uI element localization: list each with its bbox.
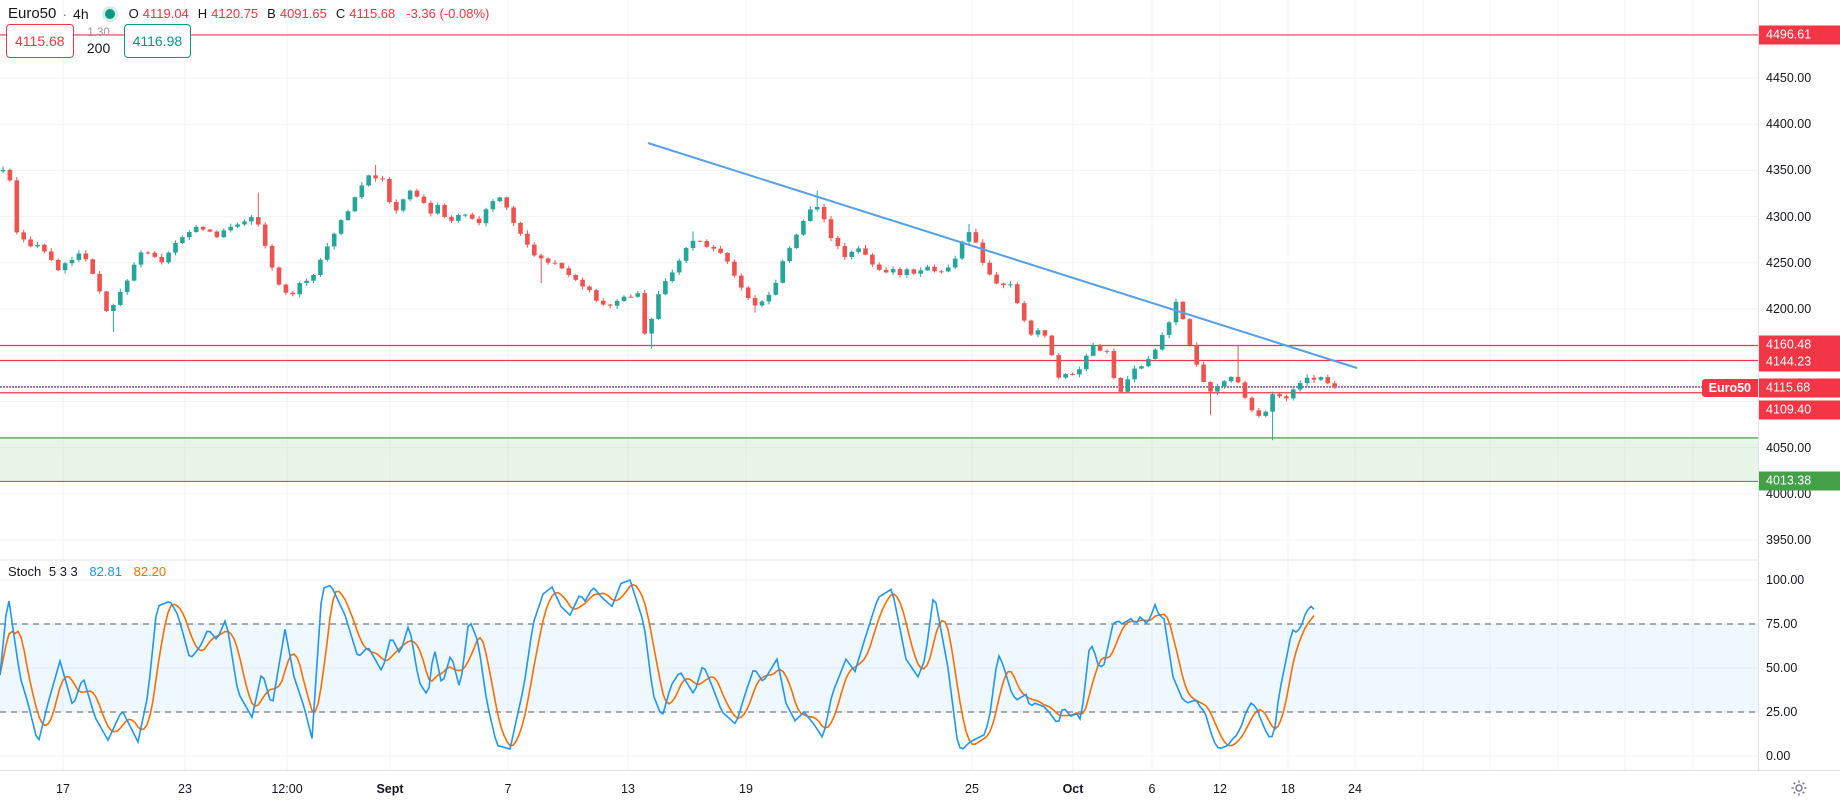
- price-tick-label: 4200.00: [1766, 302, 1812, 316]
- sell-button[interactable]: 4115.68: [6, 24, 74, 58]
- open-label: O: [128, 6, 139, 21]
- low-value: 4091.65: [279, 6, 327, 21]
- order-panel: 4115.68 1.30 200 4116.98: [6, 24, 192, 58]
- open-value: 4119.04: [142, 6, 189, 21]
- time-tick-label: 7: [504, 782, 512, 796]
- price-tick-label: 4300.00: [1766, 210, 1812, 224]
- spread-value: 1.30: [87, 26, 110, 39]
- price-tick-label: 4400.00: [1766, 117, 1812, 131]
- time-tick-label: 6: [1148, 782, 1156, 796]
- stoch-tick-label: 75.00: [1766, 617, 1798, 631]
- price-level-tag: 4160.48: [1759, 335, 1840, 355]
- interval-label[interactable]: 4h: [73, 5, 89, 22]
- stoch-tick-label: 100.00: [1766, 573, 1805, 587]
- high-label: H: [197, 6, 208, 21]
- change-value: -3.36 (-0.08%): [406, 6, 490, 21]
- axis-settings-gear-icon[interactable]: [1790, 779, 1808, 797]
- stoch-legend[interactable]: Stoch 5 3 3 82.81 82.20: [8, 564, 166, 579]
- legend-separator: ·: [62, 5, 68, 22]
- time-tick-label: 12: [1213, 782, 1227, 796]
- price-tick-label: 4350.00: [1766, 163, 1812, 177]
- time-tick-label: 13: [621, 782, 635, 796]
- low-label: B: [267, 6, 276, 21]
- time-tick-label: 23: [178, 782, 192, 796]
- symbol-legend[interactable]: Euro50 · 4h O 4119.04 H 4120.75 B 4091.6…: [8, 5, 489, 22]
- time-axis[interactable]: 17 23 12:00 Sept 7 13 19 25 Oct 6 12 18 24: [0, 770, 1840, 806]
- market-status-icon: [104, 8, 115, 19]
- price-level-tag: 4144.23: [1759, 352, 1840, 372]
- price-level-tag: 4013.38: [1759, 471, 1840, 491]
- time-tick-label: 12:00: [271, 782, 303, 796]
- price-tick-label: 4250.00: [1766, 256, 1812, 270]
- stoch-k-value: 82.81: [89, 564, 122, 579]
- price-tick-label: 4450.00: [1766, 71, 1812, 85]
- price-level-tag: 4109.40: [1759, 400, 1840, 420]
- price-tick-label: 3950.00: [1766, 533, 1812, 547]
- time-tick-label: Oct: [1062, 782, 1084, 796]
- buy-button[interactable]: 4116.98: [123, 24, 192, 58]
- stoch-tick-label: 25.00: [1766, 705, 1798, 719]
- stoch-tick-label: 0.00: [1766, 749, 1791, 763]
- price-level-tag: 4115.68: [1759, 378, 1840, 398]
- price-tick-label: 4000.00: [1766, 487, 1812, 501]
- time-tick-label: 24: [1348, 782, 1362, 796]
- stoch-tick-label: 50.00: [1766, 661, 1798, 675]
- stoch-title[interactable]: Stoch: [8, 564, 42, 579]
- time-tick-label: 17: [56, 782, 70, 796]
- time-tick-label: 18: [1281, 782, 1295, 796]
- close-value: 4115.68: [349, 6, 396, 21]
- symbol-price-tag: Euro50: [1701, 379, 1758, 397]
- time-tick-label: 25: [965, 782, 979, 796]
- symbol-name[interactable]: Euro50: [8, 5, 57, 22]
- time-tick-label: 19: [739, 782, 753, 796]
- price-level-tag: 4496.61: [1759, 25, 1840, 45]
- close-label: C: [335, 6, 346, 21]
- time-tick-label: Sept: [376, 782, 404, 796]
- price-axis[interactable]: 4450.00 4400.00 4350.00 4300.00 4250.00 4200.…: [1758, 0, 1840, 770]
- high-value: 4120.75: [211, 6, 259, 21]
- stoch-d-value: 82.20: [133, 564, 167, 579]
- ohlc-values: O 4119.04 H 4120.75 B 4091.65 C 4115.68: [129, 6, 401, 21]
- order-middle: 1.30 200: [74, 24, 124, 58]
- price-tick-label: 4050.00: [1766, 441, 1812, 455]
- stoch-params: 5 3 3: [48, 564, 78, 579]
- quantity-value[interactable]: 200: [82, 39, 115, 56]
